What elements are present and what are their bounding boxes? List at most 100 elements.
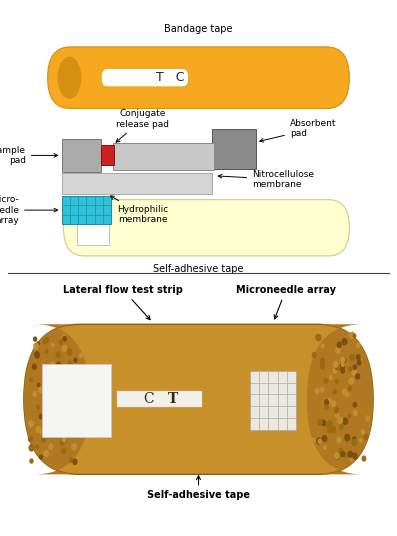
Circle shape <box>43 339 46 344</box>
Circle shape <box>348 451 353 457</box>
Circle shape <box>353 334 356 338</box>
Circle shape <box>333 390 336 394</box>
Circle shape <box>54 377 56 381</box>
Circle shape <box>33 392 37 397</box>
Circle shape <box>77 401 80 406</box>
Circle shape <box>56 362 61 368</box>
Circle shape <box>51 343 54 347</box>
Circle shape <box>39 415 42 419</box>
Circle shape <box>322 435 327 442</box>
Circle shape <box>60 440 64 445</box>
Circle shape <box>320 358 324 363</box>
Text: Conjugate
release pad: Conjugate release pad <box>116 109 170 142</box>
Circle shape <box>51 393 56 399</box>
Circle shape <box>79 427 81 431</box>
Circle shape <box>29 436 33 442</box>
Circle shape <box>72 444 76 450</box>
Ellipse shape <box>58 57 81 98</box>
Circle shape <box>337 342 341 347</box>
Circle shape <box>353 453 357 459</box>
Circle shape <box>70 458 73 463</box>
Circle shape <box>327 423 330 428</box>
Circle shape <box>51 393 56 400</box>
Circle shape <box>50 362 55 368</box>
Circle shape <box>73 412 77 418</box>
Text: Sample
pad: Sample pad <box>0 146 58 165</box>
Circle shape <box>34 343 38 349</box>
Circle shape <box>366 416 369 421</box>
Bar <box>42 364 111 437</box>
Circle shape <box>341 363 344 367</box>
Circle shape <box>39 387 42 392</box>
Circle shape <box>325 400 328 405</box>
Bar <box>250 371 296 430</box>
Bar <box>62 173 212 194</box>
Circle shape <box>37 405 40 409</box>
Circle shape <box>340 425 343 430</box>
Circle shape <box>335 453 339 458</box>
Circle shape <box>335 379 338 383</box>
Text: Lateral flow test strip: Lateral flow test strip <box>63 285 183 319</box>
Circle shape <box>49 444 53 449</box>
Text: Hydrophilic
membrane: Hydrophilic membrane <box>110 196 169 224</box>
Circle shape <box>341 358 345 362</box>
Circle shape <box>328 421 332 426</box>
Text: T: T <box>168 392 178 406</box>
Circle shape <box>339 344 341 348</box>
Circle shape <box>334 407 338 413</box>
Circle shape <box>359 439 362 442</box>
Circle shape <box>336 347 340 353</box>
Circle shape <box>322 420 326 426</box>
Circle shape <box>312 353 316 358</box>
Circle shape <box>330 376 332 379</box>
Circle shape <box>331 401 335 406</box>
Circle shape <box>60 340 63 344</box>
Circle shape <box>357 360 361 365</box>
Circle shape <box>63 337 66 341</box>
Text: Microneedle array: Microneedle array <box>236 285 336 319</box>
Circle shape <box>338 417 342 423</box>
Circle shape <box>339 449 343 455</box>
Text: Self-adhesive tape: Self-adhesive tape <box>153 264 244 274</box>
Circle shape <box>324 446 326 449</box>
Circle shape <box>357 343 360 347</box>
Circle shape <box>35 352 39 358</box>
Circle shape <box>361 430 365 434</box>
Circle shape <box>64 438 66 442</box>
Circle shape <box>40 414 42 418</box>
Text: C: C <box>144 392 154 406</box>
Circle shape <box>341 451 345 457</box>
Circle shape <box>30 459 33 463</box>
Text: Micro-
needle
array: Micro- needle array <box>0 195 58 225</box>
Circle shape <box>80 391 83 394</box>
Circle shape <box>74 358 77 362</box>
Circle shape <box>316 334 321 341</box>
Circle shape <box>57 368 60 372</box>
Circle shape <box>312 438 315 442</box>
Circle shape <box>73 359 77 363</box>
Circle shape <box>82 352 84 355</box>
Circle shape <box>56 352 60 358</box>
Circle shape <box>349 367 352 371</box>
Text: Nitrocellulose
membrane: Nitrocellulose membrane <box>218 170 314 189</box>
Circle shape <box>47 385 51 390</box>
Circle shape <box>61 379 65 384</box>
Circle shape <box>76 393 81 399</box>
Bar <box>117 391 202 407</box>
Circle shape <box>343 418 348 425</box>
Circle shape <box>62 437 66 442</box>
Circle shape <box>73 444 76 448</box>
FancyBboxPatch shape <box>101 69 189 87</box>
Circle shape <box>364 435 368 440</box>
Circle shape <box>72 420 76 426</box>
Circle shape <box>311 338 315 343</box>
Circle shape <box>44 451 48 457</box>
Circle shape <box>45 338 48 343</box>
Circle shape <box>45 349 48 353</box>
Circle shape <box>353 403 357 407</box>
Circle shape <box>350 332 355 339</box>
Circle shape <box>333 369 337 374</box>
Circle shape <box>34 337 37 341</box>
Circle shape <box>328 429 331 433</box>
Circle shape <box>39 388 42 391</box>
